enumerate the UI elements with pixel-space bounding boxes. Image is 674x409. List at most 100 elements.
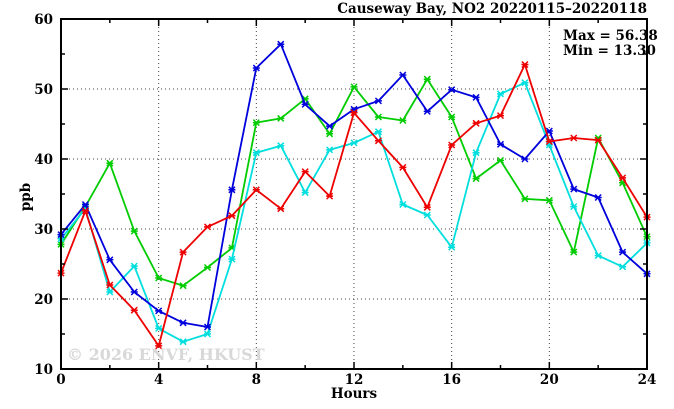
x-tick-label: 20 <box>540 372 559 388</box>
data-marker-blue <box>277 40 285 48</box>
series-blue <box>57 40 651 331</box>
data-marker-cyan <box>106 288 114 296</box>
data-marker-cyan <box>203 330 212 338</box>
data-marker-red <box>594 136 602 144</box>
x-tick-label: 8 <box>252 372 261 388</box>
data-marker-red <box>252 186 260 194</box>
data-marker-green <box>155 274 163 282</box>
data-marker-red <box>326 192 334 200</box>
data-marker-green <box>106 159 114 167</box>
data-marker-green <box>350 83 358 91</box>
data-marker-blue <box>228 186 236 194</box>
y-tick-label: 40 <box>34 152 53 168</box>
data-marker-red <box>155 342 163 350</box>
data-marker-blue <box>448 86 456 94</box>
data-marker-red <box>203 223 212 231</box>
data-marker-blue <box>472 93 480 101</box>
data-marker-blue <box>179 319 187 327</box>
y-tick-label: 20 <box>34 292 53 308</box>
data-marker-blue <box>252 64 260 72</box>
data-marker-blue <box>81 200 89 209</box>
data-marker-blue <box>496 140 505 148</box>
y-tick-label: 60 <box>34 12 53 28</box>
annotation-max: Max = 56.38 <box>563 28 658 44</box>
series-cyan <box>57 79 651 346</box>
data-marker-cyan <box>277 142 285 150</box>
y-axis-label: ppb <box>18 183 34 211</box>
data-marker-green <box>252 119 260 127</box>
data-marker-cyan <box>399 200 407 209</box>
data-marker-blue <box>399 71 407 79</box>
data-marker-green <box>472 175 480 183</box>
watermark: © 2026 ENVF, HKUST <box>67 345 265 364</box>
data-marker-green <box>326 130 334 138</box>
series-red <box>57 60 651 350</box>
data-marker-green <box>423 75 431 83</box>
data-marker-green <box>374 113 382 121</box>
data-marker-blue <box>594 193 602 202</box>
data-marker-green <box>130 227 138 235</box>
data-marker-green <box>570 248 578 256</box>
data-marker-cyan <box>155 324 163 332</box>
chart-title: Causeway Bay, NO2 20220115–20220118 <box>337 1 647 17</box>
data-marker-green <box>399 116 407 125</box>
x-tick-label: 16 <box>442 372 461 388</box>
x-axis-label: Hours <box>331 386 378 402</box>
data-marker-cyan <box>472 149 480 157</box>
data-marker-blue <box>301 100 309 108</box>
x-tick-label: 0 <box>56 372 65 388</box>
data-marker-green <box>203 263 212 272</box>
data-marker-red <box>350 109 358 117</box>
data-marker-red <box>472 119 480 127</box>
data-marker-cyan <box>374 128 382 136</box>
data-marker-red <box>496 112 505 120</box>
data-marker-cyan <box>301 189 309 197</box>
data-marker-green <box>545 196 553 204</box>
data-marker-red <box>521 60 529 69</box>
data-marker-blue <box>374 97 382 105</box>
data-marker-red <box>130 306 138 314</box>
data-marker-cyan <box>448 243 456 251</box>
data-marker-cyan <box>423 211 431 219</box>
data-marker-green <box>179 282 187 290</box>
x-tick-label: 24 <box>638 372 657 388</box>
y-tick-label: 30 <box>34 222 53 238</box>
data-marker-blue <box>521 155 529 163</box>
data-marker-red <box>106 281 114 289</box>
data-marker-cyan <box>326 146 334 154</box>
tick-label-layer: 0 4 8 12 16 20 24 10 20 30 40 50 60 <box>34 12 656 388</box>
data-marker-red <box>301 168 309 176</box>
data-marker-red <box>570 134 578 142</box>
data-marker-red <box>545 137 553 146</box>
tick-layer <box>60 18 648 370</box>
data-marker-green <box>521 195 529 203</box>
x-tick-label: 12 <box>345 372 364 388</box>
y-tick-label: 10 <box>34 362 53 378</box>
data-marker-cyan <box>350 139 358 147</box>
data-marker-cyan <box>130 262 138 270</box>
data-marker-red <box>374 137 382 145</box>
data-marker-blue <box>619 248 627 256</box>
data-marker-red <box>228 212 236 220</box>
data-marker-blue <box>106 256 114 264</box>
data-marker-green <box>496 156 505 164</box>
data-marker-red <box>423 203 431 211</box>
data-marker-cyan <box>570 203 578 211</box>
data-marker-cyan <box>521 79 529 87</box>
data-marker-red <box>619 174 627 182</box>
data-marker-red <box>179 248 187 256</box>
data-marker-cyan <box>228 255 236 263</box>
data-marker-green <box>277 114 285 122</box>
series-green <box>57 75 651 290</box>
data-marker-red <box>448 141 456 149</box>
data-marker-red <box>399 163 407 171</box>
data-marker-cyan <box>179 338 187 346</box>
data-marker-blue <box>130 288 138 296</box>
data-marker-red <box>277 205 285 213</box>
data-marker-green <box>448 113 456 121</box>
data-marker-cyan <box>252 149 260 157</box>
series-layer <box>57 40 651 350</box>
data-marker-blue <box>155 307 163 315</box>
